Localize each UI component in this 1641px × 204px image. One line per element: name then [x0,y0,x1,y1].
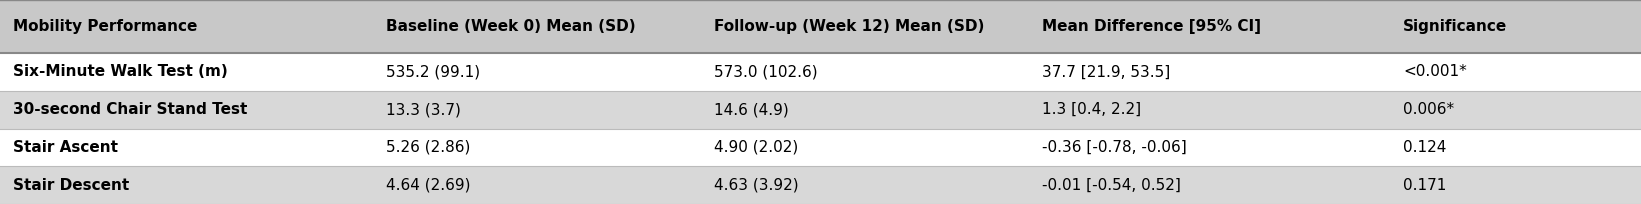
Text: -0.36 [-0.78, -0.06]: -0.36 [-0.78, -0.06] [1042,140,1186,155]
Text: 0.124: 0.124 [1403,140,1446,155]
Text: Six-Minute Walk Test (m): Six-Minute Walk Test (m) [13,64,228,79]
Text: Mobility Performance: Mobility Performance [13,19,197,34]
Text: Stair Ascent: Stair Ascent [13,140,118,155]
Text: 573.0 (102.6): 573.0 (102.6) [714,64,817,79]
Text: 0.171: 0.171 [1403,178,1446,193]
Bar [0,0,1641,53]
Text: 13.3 (3.7): 13.3 (3.7) [386,102,461,117]
Text: 4.64 (2.69): 4.64 (2.69) [386,178,469,193]
Text: 1.3 [0.4, 2.2]: 1.3 [0.4, 2.2] [1042,102,1140,117]
Text: 0.006*: 0.006* [1403,102,1454,117]
Text: <0.001*: <0.001* [1403,64,1467,79]
Bar [0,129,1641,166]
Text: -0.01 [-0.54, 0.52]: -0.01 [-0.54, 0.52] [1042,178,1182,193]
Text: Follow-up (Week 12) Mean (SD): Follow-up (Week 12) Mean (SD) [714,19,985,34]
Text: 14.6 (4.9): 14.6 (4.9) [714,102,789,117]
Text: 4.90 (2.02): 4.90 (2.02) [714,140,798,155]
Bar [0,166,1641,204]
Text: 535.2 (99.1): 535.2 (99.1) [386,64,479,79]
Text: 30-second Chair Stand Test: 30-second Chair Stand Test [13,102,248,117]
Text: Significance: Significance [1403,19,1508,34]
Text: Stair Descent: Stair Descent [13,178,130,193]
Text: 5.26 (2.86): 5.26 (2.86) [386,140,469,155]
Text: 37.7 [21.9, 53.5]: 37.7 [21.9, 53.5] [1042,64,1170,79]
Bar [0,91,1641,129]
Text: Mean Difference [95% CI]: Mean Difference [95% CI] [1042,19,1260,34]
Text: 4.63 (3.92): 4.63 (3.92) [714,178,799,193]
Bar [0,53,1641,91]
Text: Baseline (Week 0) Mean (SD): Baseline (Week 0) Mean (SD) [386,19,635,34]
